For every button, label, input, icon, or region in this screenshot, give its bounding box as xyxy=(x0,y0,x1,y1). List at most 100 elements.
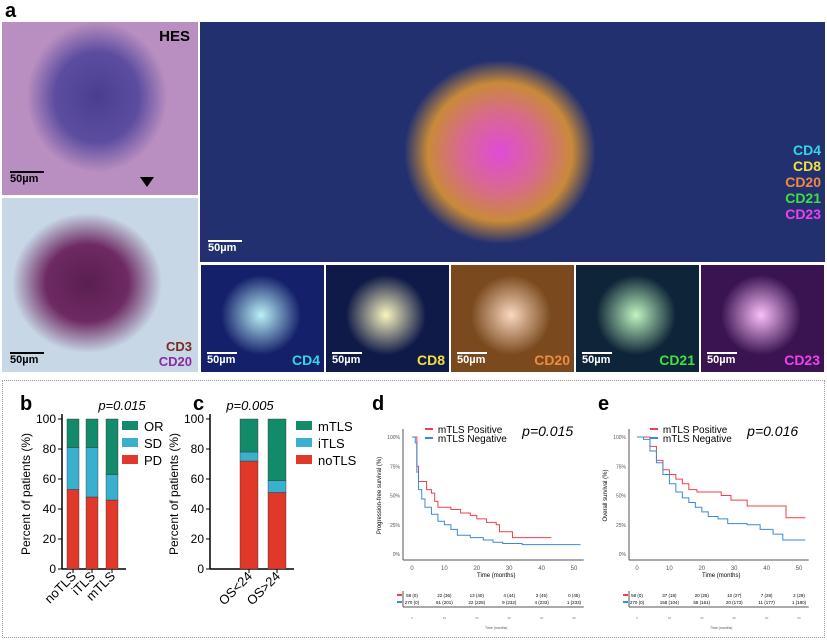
p-value: p=0.005 xyxy=(225,398,274,413)
bar-OS<24-mTLS xyxy=(239,418,259,453)
x-tick-label: 20 xyxy=(473,566,480,572)
y-tick-label: 40 xyxy=(43,502,57,516)
x-tick-label: 50 xyxy=(571,566,578,572)
y-tick-label: 0% xyxy=(619,552,627,558)
risk-table-cell: 9 (232) xyxy=(502,600,517,605)
p-value: p=0.016 xyxy=(746,423,798,439)
risk-table-cell: 2 (29) xyxy=(793,593,805,598)
he-stain-image: HES 50µm xyxy=(2,22,198,195)
risk-x-tick-label: 0 xyxy=(411,616,413,620)
y-tick-label: 80 xyxy=(191,442,205,456)
legend-swatch xyxy=(122,438,138,447)
x-tick-label: 0 xyxy=(635,566,639,572)
arrowhead-icon xyxy=(140,177,154,187)
y-axis-label: Percent of patients (%) xyxy=(19,433,33,555)
risk-x-tick-label: 30 xyxy=(508,616,512,620)
legend-label: mTLS xyxy=(318,419,353,434)
y-tick-label: 75% xyxy=(390,464,401,470)
legend-label: mTLS Negative xyxy=(663,434,732,445)
y-tick-label: 25% xyxy=(616,523,627,529)
x-tick-label: 0 xyxy=(410,566,414,572)
km-curve-mtls-positive xyxy=(637,436,806,519)
bar-noTLS-SD xyxy=(66,447,80,490)
risk-table-cell: 10 (27) xyxy=(727,593,742,598)
scale-bar: 50µm xyxy=(332,352,362,366)
y-tick-label: 0 xyxy=(197,562,204,576)
legend-label: mTLS Negative xyxy=(438,434,507,445)
bar-OS>24-iTLS xyxy=(267,480,287,493)
risk-table-cell: 11 (177) xyxy=(758,600,775,605)
legend-label: mTLS Positive xyxy=(438,425,503,436)
scale-bar: 50µm xyxy=(582,352,612,366)
legend-swatch xyxy=(122,421,138,430)
risk-table-cell: 13 (40) xyxy=(470,593,485,598)
risk-x-axis-label: Time (months) xyxy=(710,626,732,630)
marker-label-cd8: CD8 xyxy=(792,158,821,174)
y-tick-label: 60 xyxy=(43,472,57,486)
y-tick-label: 0 xyxy=(49,562,56,576)
legend-label: PD xyxy=(144,453,162,468)
risk-table-cell: 22 (36) xyxy=(437,593,452,598)
legend-label: OR xyxy=(144,419,164,434)
risk-table-cell: 58 (0) xyxy=(406,593,418,598)
panel-label: b xyxy=(20,393,32,415)
marker-label-cd21: CD21 xyxy=(785,190,821,206)
km-curve-mtls-negative xyxy=(637,436,806,541)
risk-table-cell: 22 (225) xyxy=(468,600,485,605)
bar-OS<24-iTLS xyxy=(239,451,259,462)
panel-label: d xyxy=(372,393,384,415)
risk-table-cell: 1 (180) xyxy=(792,600,807,605)
bar-noTLS-OR xyxy=(66,418,80,448)
bar-OS<24-noTLS xyxy=(239,460,259,570)
legend-label: SD xyxy=(144,436,162,451)
risk-table-cell: 158 (104) xyxy=(660,600,680,605)
km-curve-mtls-negative xyxy=(412,436,581,546)
risk-table-cell: 20 (173) xyxy=(726,600,743,605)
marker-image-cd8: 50µm CD8 xyxy=(325,265,449,372)
risk-table-cell: 4 (233) xyxy=(534,600,549,605)
x-tick-label: 40 xyxy=(538,566,545,572)
legend-swatch xyxy=(296,438,312,447)
marker-image-cd23: 50µm CD23 xyxy=(700,265,824,372)
y-tick-label: 100% xyxy=(613,435,626,441)
scale-bar: 50µm xyxy=(457,352,487,366)
marker-label: CD23 xyxy=(784,352,820,368)
bar-OS>24-noTLS xyxy=(267,492,287,570)
panel-label-a: a xyxy=(5,0,17,22)
legend-swatch xyxy=(296,421,312,430)
legend-label: mTLS Positive xyxy=(663,425,728,436)
panels-b-e-frame xyxy=(2,380,825,638)
risk-table-cell: 20 (25) xyxy=(695,593,710,598)
risk-table-cell: 0 (45) xyxy=(568,593,580,598)
risk-table-cell: 4 (44) xyxy=(503,593,515,598)
risk-table-cell: 58 (161) xyxy=(693,600,710,605)
y-tick-label: 0% xyxy=(393,552,401,558)
risk-x-tick-label: 40 xyxy=(765,616,769,620)
marker-label-cd4: CD4 xyxy=(792,142,821,158)
y-tick-label: 25% xyxy=(390,523,401,529)
bar-mTLS-PD xyxy=(105,499,119,570)
x-tick-label: 30 xyxy=(731,566,738,572)
p-value: p=0.015 xyxy=(521,423,573,439)
marker-label: CD4 xyxy=(291,352,320,368)
risk-x-tick-label: 10 xyxy=(668,616,672,620)
ihc-label-cd3: CD3 xyxy=(165,339,192,354)
scale-bar: 50µm xyxy=(208,240,242,254)
risk-table-cell: 270 (0) xyxy=(405,600,420,605)
ihc-label-cd20: CD20 xyxy=(158,354,192,369)
marker-label: CD21 xyxy=(659,352,695,368)
y-tick-label: 100 xyxy=(36,412,56,426)
risk-x-tick-label: 10 xyxy=(443,616,447,620)
x-tick-label: 40 xyxy=(763,566,770,572)
y-axis-label: Overall survival (%) xyxy=(603,469,609,521)
risk-table-cell: 1 (233) xyxy=(567,600,582,605)
y-tick-label: 80 xyxy=(43,442,57,456)
y-tick-label: 50% xyxy=(616,494,627,500)
risk-x-tick-label: 50 xyxy=(572,616,576,620)
bar-mTLS-SD xyxy=(105,474,119,501)
y-tick-label: 20 xyxy=(191,532,205,546)
marker-label-cd23: CD23 xyxy=(785,206,821,222)
legend-swatch xyxy=(296,455,312,464)
risk-x-axis-label: Time (months) xyxy=(485,626,507,630)
x-tick-label: 10 xyxy=(441,566,448,572)
